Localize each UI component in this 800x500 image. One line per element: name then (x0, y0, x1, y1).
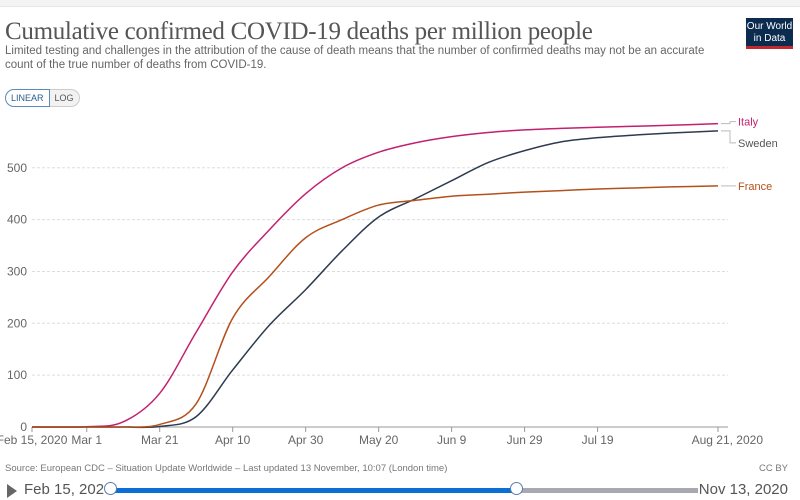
series-line-sweden (32, 130, 719, 429)
y-tick-label: 500 (7, 161, 27, 175)
scale-toggle: LINEAR LOG (5, 89, 80, 107)
chart-title: Cumulative confirmed COVID-19 deaths per… (5, 18, 593, 45)
timeline-end-label: Nov 13, 2020 (698, 481, 788, 498)
y-tick-label: 400 (7, 213, 27, 227)
timeline-slider[interactable] (110, 488, 698, 493)
log-button[interactable]: LOG (49, 89, 80, 107)
y-tick-label: 0 (20, 420, 27, 434)
series-line-france (32, 185, 719, 428)
license-link[interactable]: CC BY (758, 463, 788, 474)
y-tick-label: 200 (7, 316, 27, 330)
linear-button[interactable]: LINEAR (5, 89, 50, 107)
series-label-france: France (738, 181, 772, 193)
timeline-end-handle[interactable] (509, 482, 523, 495)
x-tick-label: Jun 29 (507, 433, 543, 447)
timeline-start-label: Feb 15, 2020 (24, 481, 113, 498)
timeline-start-handle[interactable] (104, 482, 117, 495)
x-tick-label: May 20 (359, 433, 399, 447)
y-tick-label: 100 (7, 368, 27, 382)
x-tick-label: Apr 10 (215, 433, 251, 447)
series-label-italy: Italy (738, 117, 759, 129)
label-connector (721, 130, 736, 144)
label-connector (721, 121, 736, 125)
x-tick-label: Mar 21 (141, 433, 179, 447)
x-tick-label: Mar 1 (71, 433, 102, 447)
timeline-selected-range (110, 488, 516, 493)
chart-subtitle: Limited testing and challenges in the at… (5, 45, 705, 71)
owid-logo[interactable]: Our World in Data (746, 18, 793, 49)
x-tick-label: Feb 15, 2020 (0, 433, 68, 447)
x-tick-label: Jul 19 (582, 433, 614, 447)
x-tick-label: Aug 21, 2020 (692, 433, 764, 447)
source-note: Source: European CDC – Situation Update … (5, 463, 448, 474)
x-tick-label: Apr 30 (288, 433, 324, 447)
y-tick-label: 300 (7, 264, 27, 278)
x-tick-label: Jun 9 (437, 433, 467, 447)
series-label-sweden: Sweden (738, 138, 778, 150)
top-bar (0, 0, 800, 7)
series-line-italy (31, 122, 719, 428)
play-icon[interactable] (7, 484, 17, 498)
